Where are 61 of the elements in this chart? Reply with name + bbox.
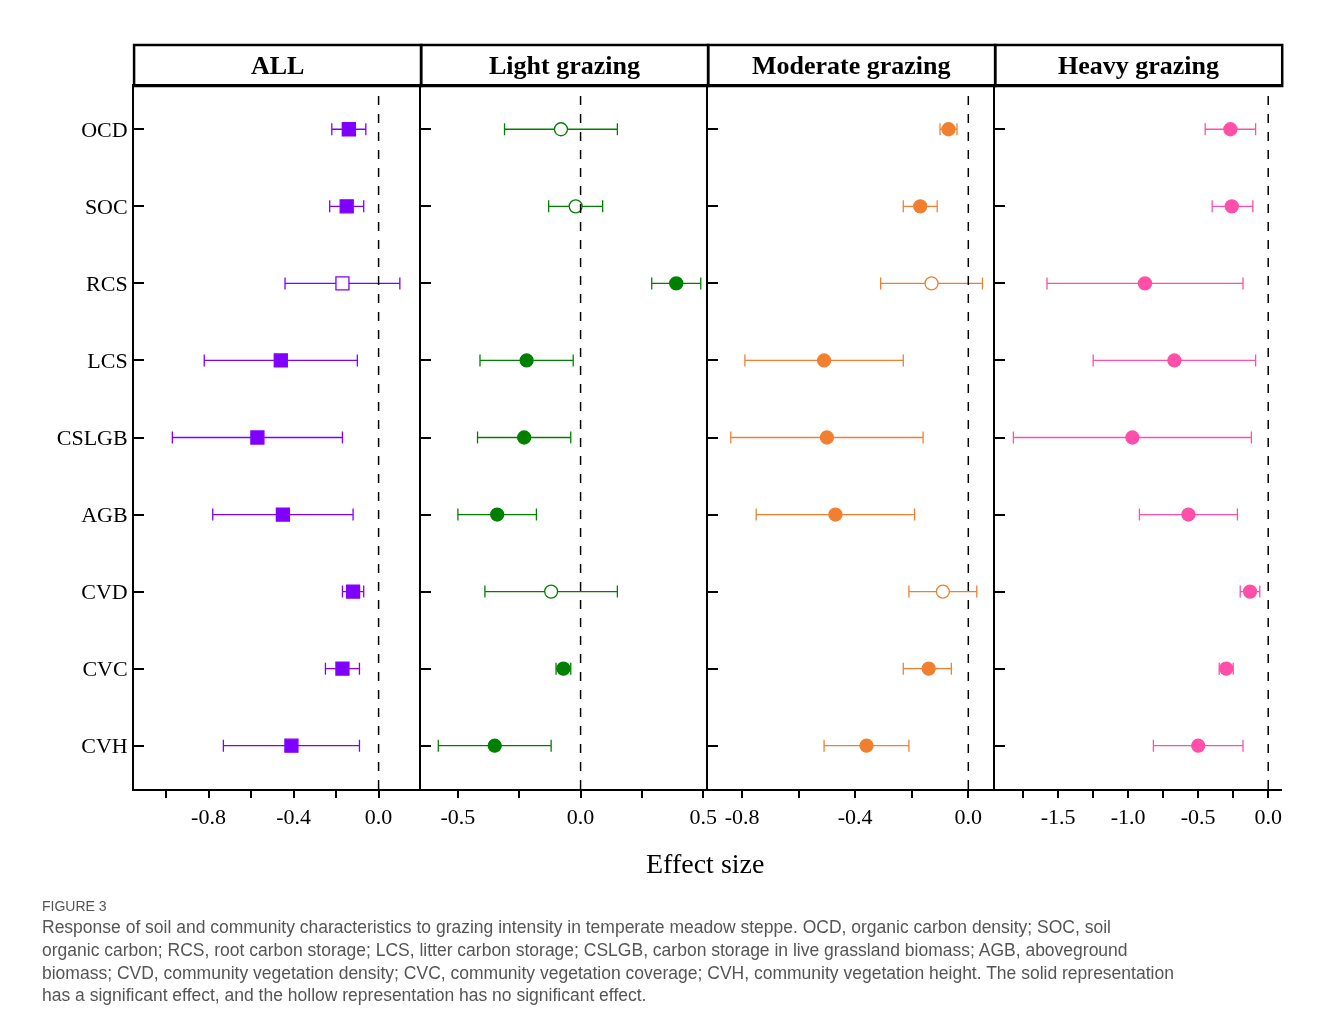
point [819,430,835,445]
point [1167,353,1182,368]
point [519,353,534,368]
point [1137,276,1153,291]
caption: FIGURE 3 [42,898,107,914]
x-tick-label: 0.0 [954,804,983,830]
point [935,584,951,599]
point [859,738,874,753]
y-tick-label: RCS [86,271,128,297]
point [345,584,361,599]
point [669,276,684,291]
point [913,199,928,214]
y-tick-label: SOC [84,194,128,220]
x-axis-title: Effect size [646,848,765,879]
y-tick-label: CVH [81,733,128,759]
x-tick-label: -0.4 [837,804,873,830]
x-tick-label: 0.0 [566,804,595,830]
y-tick-label: OCD [81,116,128,142]
y-tick-label: CVD [81,579,128,605]
point [490,507,505,522]
point [1224,199,1239,214]
chart-title: Light grazing [489,51,640,80]
point [284,738,299,753]
point [924,276,939,291]
point [828,507,843,522]
x-tick-label: -0.8 [191,804,226,830]
x-tick-label: -1.0 [1110,804,1146,830]
chart-title: ALL [251,51,305,80]
point [250,430,265,445]
y-tick-label: LCS [87,348,128,374]
x-tick-label: 0.0 [364,804,393,830]
point [275,507,291,522]
point [543,584,559,599]
point [1125,430,1140,445]
x-tick-label: 0.0 [1254,804,1282,830]
chart-title: Heavy grazing [1058,51,1220,80]
x-tick-label: -0.4 [276,804,311,830]
point [921,661,936,676]
text: Response of soil and community characteristics to grazing intensity in temperate meadow steppe. OCD, organic carbon density; SOC, soil organic carbon; RCS, root carbon storage; LCS, litter carbon storage; CSLGB, carbon storage in live grassland biomass; AGB, aboveground biomass; CVD, community vegetation density; CVC, community vegetation coverage; CVH, community vegetation height. The solid representation has a significant effect, and the hollow representation has no significant effect. [42,917,1174,1006]
point [335,276,350,291]
point [273,353,288,368]
point [553,122,569,137]
point [816,353,832,368]
point [517,430,532,445]
x-tick-label: -0.8 [724,804,760,830]
point [1181,507,1196,522]
x-tick-label: 0.5 [689,804,717,830]
y-tick-label: CVC [82,656,128,682]
point [335,661,350,676]
point [487,738,502,753]
point [339,199,354,214]
point [341,122,356,137]
point [1223,122,1238,137]
point [568,199,583,214]
x-tick-label: -1.5 [1040,804,1076,830]
point [1191,738,1206,753]
y-tick-label: CSLGB [56,425,128,451]
x-tick-label: -0.5 [440,804,476,830]
chart-title: Moderate grazing [752,51,951,80]
x-tick-label: -0.5 [1180,804,1216,830]
y-tick-label: AGB [81,502,128,528]
